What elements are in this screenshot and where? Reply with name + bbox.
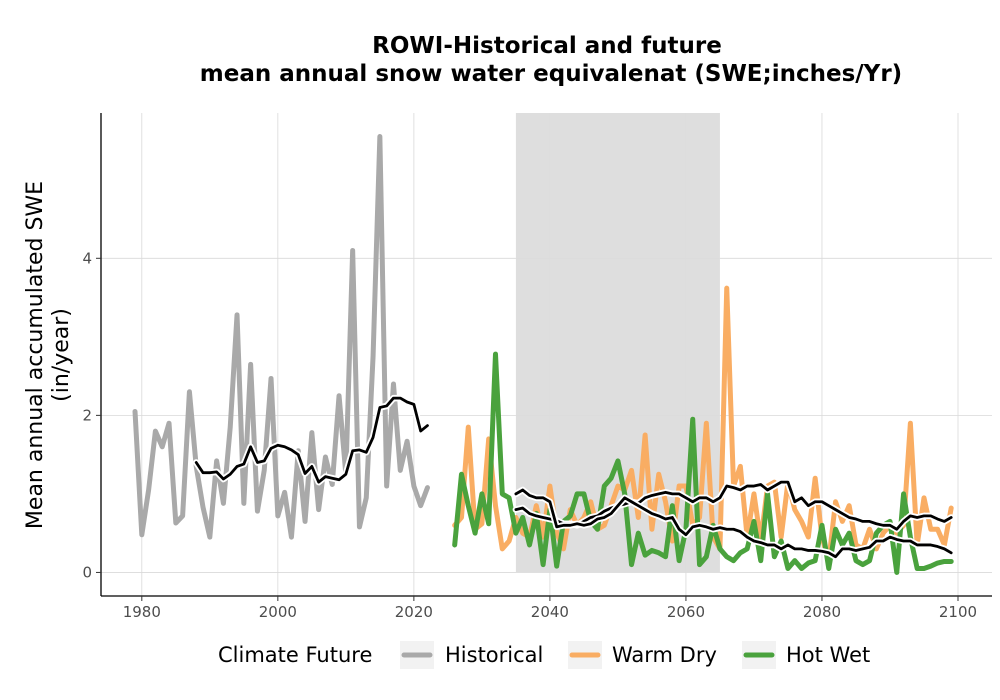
x-tick-label: 2100 xyxy=(939,603,977,621)
y-tick-label: 2 xyxy=(82,406,92,424)
x-tick-label: 2000 xyxy=(259,603,297,621)
x-tick-label: 2020 xyxy=(395,603,433,621)
legend-label-historical: Historical xyxy=(445,643,543,667)
x-tick-label: 2080 xyxy=(803,603,841,621)
plot-area: 1980 2000 2020 2040 2060 2080 2100 0 2 4 xyxy=(82,113,992,621)
chart-title-line-1: ROWI-Historical and future xyxy=(372,33,722,59)
chart-title-line-2: mean annual snow water equivalenat (SWE;… xyxy=(200,61,902,87)
series-line-warm-dry xyxy=(452,285,954,564)
x-tick-label: 2040 xyxy=(531,603,569,621)
series-line-hot-wet xyxy=(452,351,954,575)
y-tick-label: 4 xyxy=(82,249,92,267)
legend-label-warm-dry: Warm Dry xyxy=(612,643,717,667)
series-line-hot-wet-mean xyxy=(514,488,953,559)
legend-title: Climate Future xyxy=(218,643,372,667)
series-line-warm-dry-mean xyxy=(514,480,953,531)
y-axis-label-line-2: (in/year) xyxy=(49,308,74,402)
legend: Climate Future Historical Warm Dry Hot Wet xyxy=(218,641,870,669)
legend-label-hot-wet: Hot Wet xyxy=(786,643,870,667)
series-line-historical xyxy=(132,134,430,540)
y-tick-label: 0 xyxy=(82,563,92,581)
y-axis-label-line-1: Mean annual accumulated SWE xyxy=(23,181,48,529)
series-line-historical-mean xyxy=(194,396,429,484)
x-tick-label: 2060 xyxy=(667,603,705,621)
x-tick-label: 1980 xyxy=(123,603,161,621)
